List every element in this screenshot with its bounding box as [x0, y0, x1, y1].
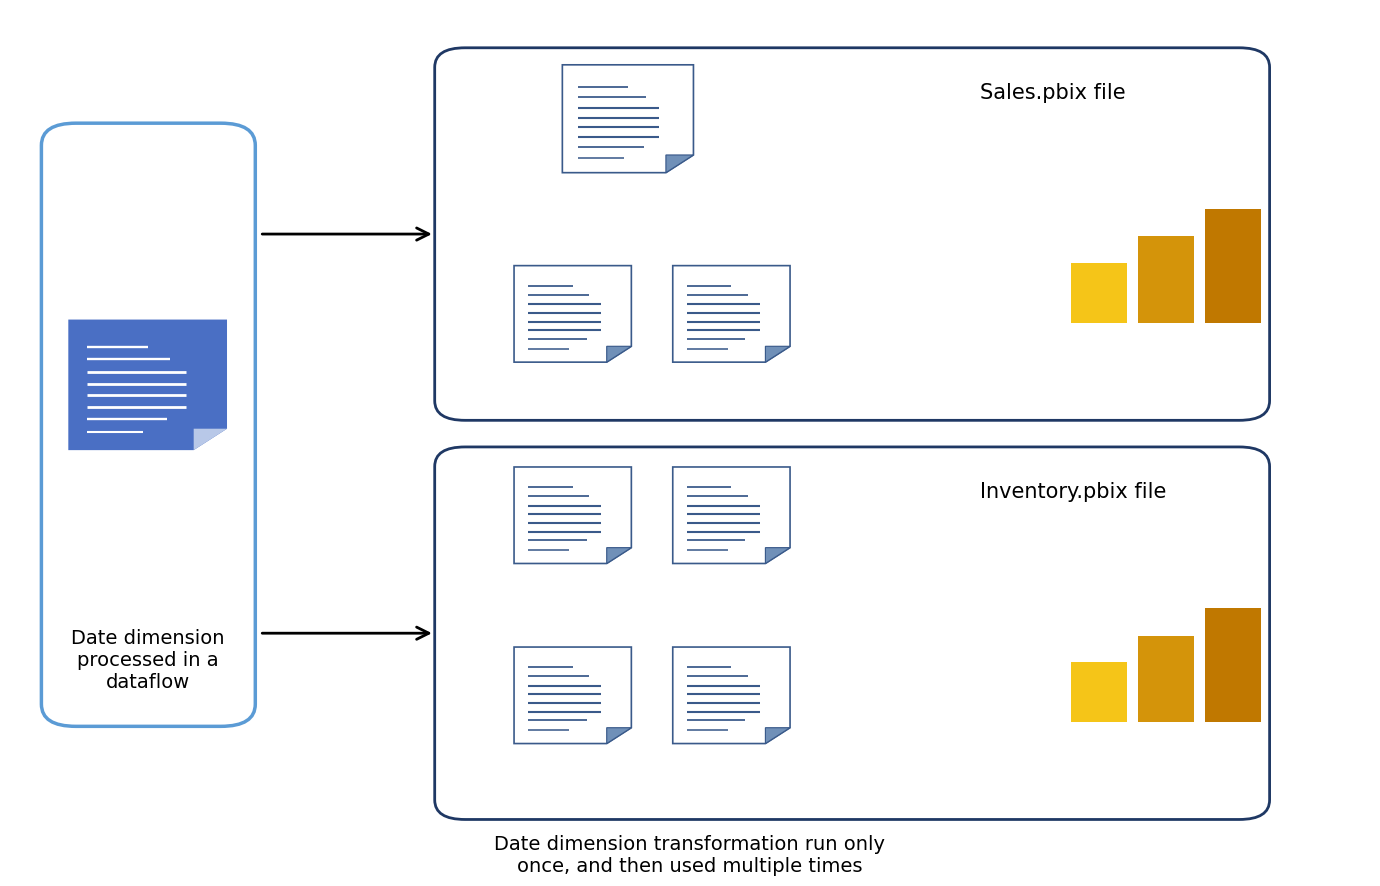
- Text: Inventory.pbix file: Inventory.pbix file: [980, 482, 1166, 501]
- Polygon shape: [673, 468, 789, 563]
- Bar: [1138, 636, 1194, 722]
- Polygon shape: [607, 347, 632, 362]
- Text: Date dimension transformation run only
once, and then used multiple times: Date dimension transformation run only o…: [494, 835, 886, 875]
- Polygon shape: [607, 728, 632, 743]
- Polygon shape: [766, 728, 789, 743]
- Polygon shape: [667, 156, 694, 174]
- Polygon shape: [766, 347, 789, 362]
- Polygon shape: [513, 267, 632, 362]
- FancyBboxPatch shape: [41, 124, 255, 727]
- Polygon shape: [563, 66, 694, 174]
- Text: Sales.pbix file: Sales.pbix file: [980, 83, 1126, 103]
- Polygon shape: [673, 267, 789, 362]
- FancyBboxPatch shape: [435, 49, 1270, 421]
- Polygon shape: [673, 648, 789, 743]
- Bar: [1205, 210, 1261, 323]
- FancyBboxPatch shape: [435, 447, 1270, 820]
- Polygon shape: [766, 548, 789, 563]
- Bar: [1138, 237, 1194, 323]
- Polygon shape: [513, 468, 632, 563]
- Polygon shape: [513, 648, 632, 743]
- Text: Date dimension
processed in a
dataflow: Date dimension processed in a dataflow: [70, 628, 225, 692]
- Polygon shape: [607, 548, 632, 563]
- Polygon shape: [68, 320, 226, 451]
- Polygon shape: [193, 429, 226, 451]
- Bar: [1205, 609, 1261, 722]
- Bar: [1071, 263, 1127, 323]
- Bar: [1071, 662, 1127, 722]
